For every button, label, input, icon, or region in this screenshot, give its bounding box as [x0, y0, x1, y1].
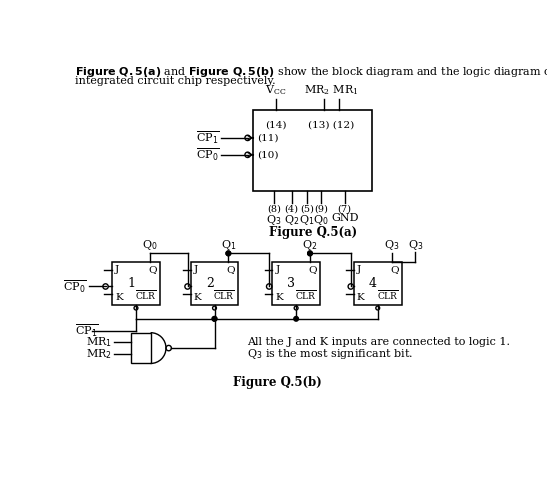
Text: (4): (4) [284, 204, 299, 213]
Text: K: K [194, 293, 201, 302]
Text: Q$_1$: Q$_1$ [299, 213, 315, 226]
Text: K: K [275, 293, 283, 302]
Text: $\mathbf{Figure\ Q.5(a)}$ and $\mathbf{Figure\ Q.5(b)}$ show the block diagram a: $\mathbf{Figure\ Q.5(a)}$ and $\mathbf{F… [75, 65, 547, 80]
Text: J: J [115, 265, 119, 274]
Text: Q$_2$: Q$_2$ [302, 238, 318, 252]
Text: J: J [194, 265, 198, 274]
Text: K: K [115, 293, 123, 302]
Text: (7): (7) [337, 204, 352, 213]
Text: Q$_3$: Q$_3$ [408, 238, 423, 252]
Text: K: K [357, 293, 365, 302]
Text: MR$_{\mathregular{2}}$ MR$_{\mathregular{1}}$: MR$_{\mathregular{2}}$ MR$_{\mathregular… [304, 83, 359, 97]
Text: integrated circuit chip respectively.: integrated circuit chip respectively. [75, 76, 276, 85]
Bar [253, 110, 373, 191]
Text: J: J [275, 265, 280, 274]
Circle shape [212, 317, 217, 321]
Text: $\overline{\mathregular{CP}_0}$: $\overline{\mathregular{CP}_0}$ [196, 146, 219, 163]
Text: GND: GND [331, 213, 358, 223]
Text: Q$_3$ is the most significant bit.: Q$_3$ is the most significant bit. [247, 347, 413, 361]
Bar [131, 333, 150, 364]
Bar [354, 262, 401, 305]
Text: (5): (5) [300, 204, 314, 213]
Text: (10): (10) [257, 150, 278, 159]
Text: All the J and K inputs are connected to logic 1.: All the J and K inputs are connected to … [247, 337, 510, 347]
Text: Q: Q [148, 265, 157, 274]
Bar [112, 262, 160, 305]
Text: J: J [357, 265, 361, 274]
Text: (9): (9) [314, 204, 328, 213]
Text: 1: 1 [127, 277, 135, 290]
Text: $\overline{\mathregular{CLR}}$: $\overline{\mathregular{CLR}}$ [213, 288, 235, 302]
Text: $\overline{\mathregular{CLR}}$: $\overline{\mathregular{CLR}}$ [135, 288, 157, 302]
Bar [191, 262, 238, 305]
Text: MR$_1$: MR$_1$ [86, 335, 112, 349]
Text: Q: Q [226, 265, 235, 274]
Text: 4: 4 [369, 277, 377, 290]
Circle shape [212, 317, 217, 321]
Text: Q$_2$: Q$_2$ [284, 213, 299, 226]
Text: Q$_0$: Q$_0$ [313, 213, 329, 226]
Text: Q$_3$: Q$_3$ [384, 238, 399, 252]
Circle shape [226, 251, 231, 256]
Bar [272, 262, 320, 305]
Text: (14): (14) [265, 120, 287, 129]
Text: Figure Q.5(a): Figure Q.5(a) [269, 226, 357, 240]
Circle shape [307, 251, 312, 256]
Circle shape [307, 251, 312, 256]
Text: Q$_3$: Q$_3$ [266, 213, 282, 226]
Text: $\overline{\mathregular{CP}_1}$: $\overline{\mathregular{CP}_1}$ [75, 323, 98, 339]
Text: $\overline{\mathregular{CLR}}$: $\overline{\mathregular{CLR}}$ [295, 288, 317, 302]
Text: (13) (12): (13) (12) [309, 120, 354, 129]
Text: 3: 3 [287, 277, 295, 290]
Text: V$_{\mathregular{CC}}$: V$_{\mathregular{CC}}$ [265, 83, 286, 97]
Circle shape [226, 251, 231, 256]
Text: (11): (11) [257, 133, 278, 142]
Text: Q: Q [390, 265, 399, 274]
Text: $\overline{\mathregular{CP}_0}$: $\overline{\mathregular{CP}_0}$ [63, 278, 86, 295]
Text: MR$_2$: MR$_2$ [86, 347, 112, 361]
Text: $\overline{\mathregular{CLR}}$: $\overline{\mathregular{CLR}}$ [377, 288, 399, 302]
Text: Figure Q.5(b): Figure Q.5(b) [233, 376, 322, 389]
Text: (8): (8) [267, 204, 281, 213]
Text: Q: Q [309, 265, 317, 274]
Text: 2: 2 [206, 277, 214, 290]
Circle shape [294, 317, 299, 321]
Text: $\overline{\mathregular{CP}_1}$: $\overline{\mathregular{CP}_1}$ [196, 130, 219, 146]
Text: Q$_0$: Q$_0$ [142, 238, 158, 252]
Text: Q$_1$: Q$_1$ [220, 238, 236, 252]
